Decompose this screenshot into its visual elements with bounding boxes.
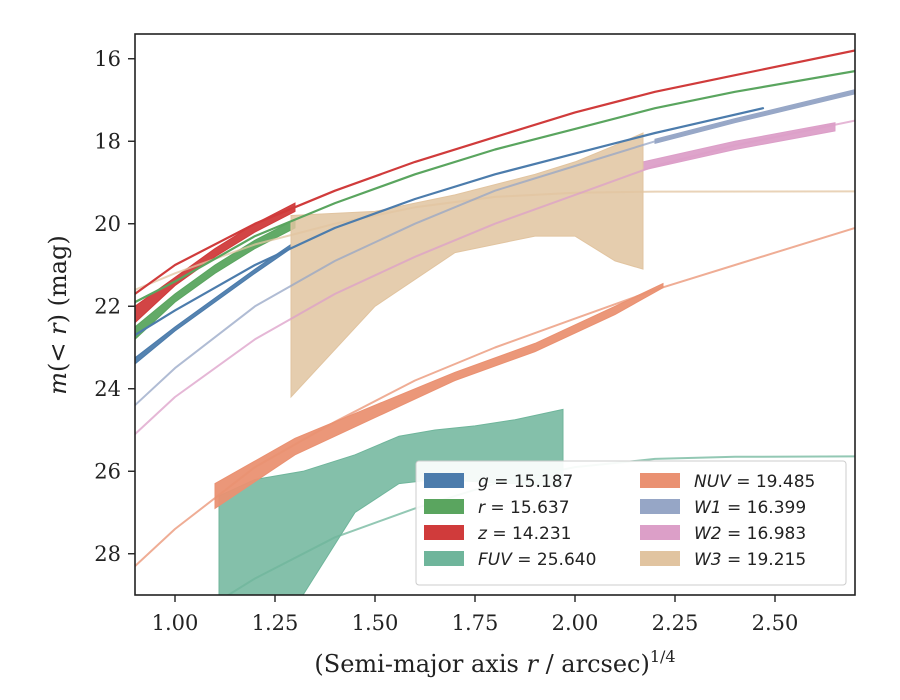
legend-label-z: z = 14.231 bbox=[477, 524, 571, 544]
legend-swatch-w2 bbox=[640, 525, 680, 540]
y-axis-label: m(< r) (mag) bbox=[44, 235, 72, 395]
x-tick-label: 1.75 bbox=[452, 611, 499, 635]
x-tick-label: 2.00 bbox=[552, 611, 599, 635]
band-w3 bbox=[290, 132, 644, 399]
legend-swatch-w1 bbox=[640, 499, 680, 514]
curve-w3 bbox=[135, 190, 855, 291]
x-tick-label: 2.25 bbox=[652, 611, 699, 635]
curve-r bbox=[135, 69, 855, 304]
y-tick-label: 18 bbox=[94, 129, 121, 153]
band-z bbox=[135, 202, 296, 324]
legend-swatch-r bbox=[424, 499, 464, 514]
legend-swatch-nuv bbox=[640, 473, 680, 488]
x-tick-label: 1.25 bbox=[252, 611, 299, 635]
curve-w2 bbox=[135, 119, 855, 436]
legend-label-w2: W2 = 16.983 bbox=[694, 524, 806, 544]
legend-frame bbox=[415, 460, 847, 586]
x-axis-label: (Semi-major axis r / arcsec)1/4 bbox=[314, 647, 675, 678]
x-tick-label: 2.50 bbox=[752, 611, 799, 635]
legend-label-r: r = 15.637 bbox=[478, 498, 570, 518]
y-tick-label: 20 bbox=[94, 212, 121, 236]
y-axis: 16 18 20 22 24 26 28 bbox=[94, 47, 135, 566]
legend-swatch-fuv bbox=[424, 551, 464, 566]
x-tick-label: 1.50 bbox=[352, 611, 399, 635]
y-tick-label: 24 bbox=[94, 377, 121, 401]
legend: g = 15.187 r = 15.637 z = 14.231 FUV = 25.6… bbox=[415, 460, 847, 586]
curve-w1 bbox=[135, 90, 855, 407]
legend-label-fuv: FUV = 25.640 bbox=[478, 550, 596, 570]
curve-nuv bbox=[135, 226, 855, 568]
legend-swatch-z bbox=[424, 525, 464, 540]
legend-swatch-w3 bbox=[640, 551, 680, 566]
legend-label-w1: W1 = 16.399 bbox=[694, 498, 806, 518]
plot-frame bbox=[134, 33, 856, 596]
legend-label-w3: W3 = 19.215 bbox=[694, 550, 806, 570]
y-tick-label: 16 bbox=[94, 47, 121, 71]
legend-swatch-g bbox=[424, 473, 464, 488]
y-tick-label: 26 bbox=[94, 459, 121, 483]
legend-label-g: g = 15.187 bbox=[478, 472, 573, 492]
legend-label-nuv: NUV = 19.485 bbox=[694, 472, 815, 492]
y-tick-label: 22 bbox=[94, 294, 121, 318]
curve-g bbox=[135, 107, 765, 337]
curve-z bbox=[135, 49, 855, 295]
x-tick-label: 1.00 bbox=[152, 611, 199, 635]
x-axis: 1.00 1.25 1.50 1.75 2.00 2.25 2.50 bbox=[152, 595, 799, 635]
y-tick-label: 28 bbox=[94, 542, 121, 566]
